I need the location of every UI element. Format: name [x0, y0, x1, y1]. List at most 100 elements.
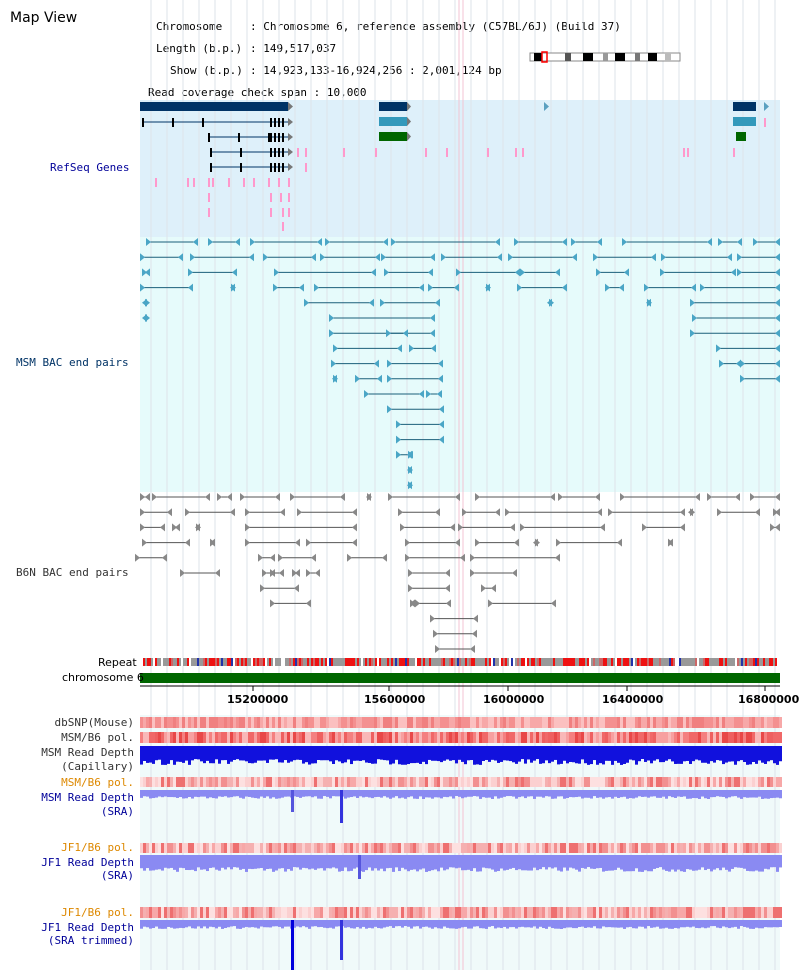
bac-end-marker: [717, 508, 722, 517]
jf1-b6-polymorphism: [413, 907, 416, 918]
depth-tracks[interactable]: [140, 717, 782, 970]
msm-b6-polymorphism: [611, 732, 614, 743]
track-label-jf1-depth-sra-1[interactable]: JF1 Read Depth: [41, 856, 134, 869]
jf1-b6-polymorphism: [629, 907, 632, 918]
jf1-sra-depth-bar: [431, 855, 434, 871]
msm-b6-polymorphism: [605, 777, 608, 787]
repeat-element: [719, 658, 721, 666]
msm-b6-polymorphism: [287, 732, 290, 743]
msm-b6-polymorphism: [410, 777, 413, 787]
msm-b6-polymorphism: [365, 777, 368, 787]
jf1-b6-polymorphism: [152, 907, 155, 918]
jf1-sra-depth-bar: [410, 855, 413, 870]
jf1-sra-depth-bar: [668, 855, 671, 872]
bac-end-marker: [387, 374, 392, 383]
jf1-trimmed-depth-bar: [221, 920, 224, 929]
jf1-b6-polymorphism: [416, 907, 419, 918]
chromosome-ideogram[interactable]: [529, 51, 681, 63]
bac-end-marker: [340, 493, 345, 501]
repeat-element: [567, 658, 569, 666]
repeat-element: [169, 658, 171, 666]
msm-sra-depth-bar: [716, 790, 719, 797]
repeat-element: [153, 658, 155, 666]
jf1-b6-polymorphism: [284, 843, 287, 853]
track-label-repeat[interactable]: Repeat: [98, 656, 137, 669]
jf1-b6-polymorphism: [539, 843, 542, 853]
jf1-trimmed-depth-bar: [608, 920, 611, 928]
jf1-b6-polymorphism: [653, 843, 656, 853]
jf1-trimmed-depth-bar: [350, 920, 353, 929]
bac-end-marker: [180, 569, 185, 577]
jf1-sra-depth-bar: [173, 855, 176, 870]
jf1-b6-polymorphism: [575, 843, 578, 853]
track-label-refseq[interactable]: RefSeq Genes: [50, 161, 130, 174]
track-label-jf1-b6-pol-1[interactable]: JF1/B6 pol.: [61, 841, 134, 854]
track-label-msm-depth-capillary-1[interactable]: MSM Read Depth: [41, 746, 134, 759]
jf1-sra-depth-bar: [590, 855, 593, 869]
dbsnp-density: [554, 717, 557, 728]
jf1-b6-polymorphism: [248, 843, 251, 853]
track-label-msm-b6-pol-2[interactable]: MSM/B6 pol.: [61, 776, 134, 789]
jf1-b6-polymorphism: [194, 907, 197, 918]
track-label-jf1-b6-pol-2[interactable]: JF1/B6 pol.: [61, 906, 134, 919]
jf1-trimmed-depth-bar: [512, 920, 515, 928]
track-label-b6n-bac[interactable]: B6N BAC end pairs: [16, 566, 129, 579]
jf1-b6-polymorphism: [650, 907, 653, 918]
jf1-trimmed-depth-bar: [677, 920, 680, 929]
dbsnp-density: [620, 717, 623, 728]
track-label-msm-depth-sra-1[interactable]: MSM Read Depth: [41, 791, 134, 804]
msm-b6-polymorphism: [212, 732, 215, 743]
jf1-trimmed-depth-bar: [701, 920, 704, 928]
msm-b6-polymorphism: [596, 777, 599, 787]
jf1-b6-polymorphism: [563, 843, 566, 853]
bac-end-marker: [364, 390, 369, 398]
dbsnp-density: [617, 717, 620, 728]
dbsnp-density: [608, 717, 611, 728]
refseq-genes-track[interactable]: [140, 102, 769, 231]
track-label-jf1-depth-trimmed-1[interactable]: JF1 Read Depth: [41, 921, 134, 934]
msm-sra-depth-bar: [146, 790, 149, 797]
msm-b6-polymorphism: [734, 732, 737, 743]
repeat-element: [553, 658, 555, 666]
length-value: : 149,517,037: [250, 42, 337, 55]
track-label-chromosome[interactable]: chromosome 6: [62, 671, 144, 684]
msm-sra-depth-bar: [269, 790, 272, 799]
msm-sra-depth-bar: [539, 790, 542, 797]
msm-capillary-depth-bar: [353, 746, 356, 761]
jf1-trimmed-depth-bar: [317, 920, 320, 928]
jf1-b6-polymorphism: [449, 843, 452, 853]
msm-sra-depth-bar: [461, 790, 464, 799]
msm-capillary-depth-bar: [491, 746, 494, 760]
msm-b6-polymorphism: [455, 777, 458, 787]
jf1-trimmed-depth-bar: [704, 920, 707, 929]
b6n-bac-end-pairs-track[interactable]: [135, 493, 780, 653]
chromosome-bar[interactable]: [140, 673, 780, 683]
repeat-track[interactable]: [143, 658, 777, 666]
msm-sra-depth-bar: [605, 790, 608, 798]
jf1-b6-polymorphism: [713, 907, 716, 918]
bac-end-marker: [775, 298, 780, 307]
msm-b6-polymorphism: [437, 732, 440, 743]
jf1-sra-depth-bar: [698, 855, 701, 870]
msm-b6-polymorphism: [407, 777, 410, 787]
bac-end-marker: [775, 374, 780, 383]
jf1-sra-depth-bar: [710, 855, 713, 872]
msm-bac-end-pairs-track[interactable]: [140, 238, 780, 490]
msm-b6-polymorphism: [707, 777, 710, 787]
msm-capillary-depth-bar: [536, 746, 539, 760]
jf1-trimmed-depth-bar: [263, 920, 266, 928]
msm-b6-polymorphism: [518, 732, 521, 743]
jf1-trimmed-depth-bar: [266, 920, 269, 928]
bac-end-marker: [407, 481, 412, 490]
dbsnp-density: [623, 717, 626, 728]
repeat-element: [533, 658, 535, 666]
track-label-msm-bac[interactable]: MSM BAC end pairs: [16, 356, 129, 369]
jf1-sra-depth-bar: [464, 855, 467, 871]
msm-capillary-depth-bar: [146, 746, 149, 763]
track-label-dbsnp[interactable]: dbSNP(Mouse): [54, 716, 134, 729]
track-label-msm-b6-pol-1[interactable]: MSM/B6 pol.: [61, 731, 134, 744]
jf1-b6-polymorphism: [503, 907, 506, 918]
msm-b6-polymorphism: [683, 732, 686, 743]
exon: [172, 118, 174, 127]
